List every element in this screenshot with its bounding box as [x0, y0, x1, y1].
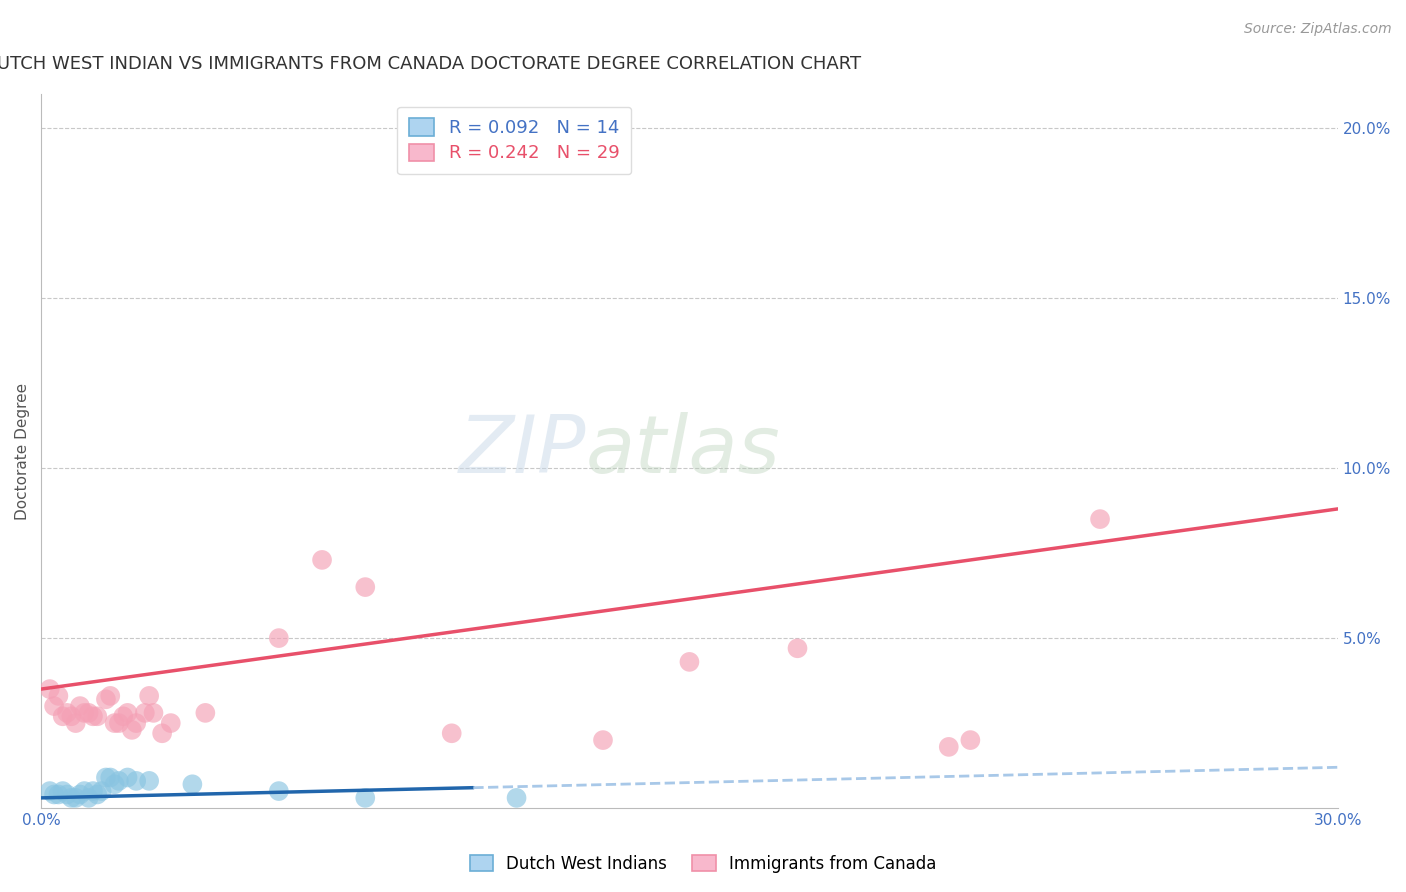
Point — [159, 716, 181, 731]
Point — [121, 723, 143, 737]
Point — [138, 689, 160, 703]
Point — [42, 788, 65, 802]
Point — [82, 784, 104, 798]
Point — [90, 784, 112, 798]
Point — [98, 689, 121, 703]
Point — [678, 655, 700, 669]
Point — [108, 773, 131, 788]
Point — [69, 788, 91, 802]
Point — [354, 790, 377, 805]
Point — [592, 733, 614, 747]
Point — [194, 706, 217, 720]
Point — [48, 689, 70, 703]
Point — [938, 739, 960, 754]
Point — [1088, 512, 1111, 526]
Text: Source: ZipAtlas.com: Source: ZipAtlas.com — [1244, 22, 1392, 37]
Point — [52, 709, 75, 723]
Point — [42, 699, 65, 714]
Point — [65, 716, 87, 731]
Point — [134, 706, 156, 720]
Point — [56, 706, 79, 720]
Point — [311, 553, 333, 567]
Point — [505, 790, 527, 805]
Point — [98, 771, 121, 785]
Point — [267, 631, 290, 645]
Point — [440, 726, 463, 740]
Point — [73, 784, 96, 798]
Point — [112, 709, 135, 723]
Point — [117, 706, 139, 720]
Point — [786, 641, 808, 656]
Point — [354, 580, 377, 594]
Point — [82, 709, 104, 723]
Point — [56, 788, 79, 802]
Text: atlas: atlas — [586, 412, 780, 490]
Point — [86, 788, 108, 802]
Point — [38, 784, 60, 798]
Point — [94, 692, 117, 706]
Point — [181, 777, 204, 791]
Point — [69, 699, 91, 714]
Point — [959, 733, 981, 747]
Point — [125, 716, 148, 731]
Point — [103, 716, 125, 731]
Point — [77, 706, 100, 720]
Point — [267, 784, 290, 798]
Point — [108, 716, 131, 731]
Point — [52, 784, 75, 798]
Point — [60, 790, 83, 805]
Point — [77, 790, 100, 805]
Point — [142, 706, 165, 720]
Text: ZIP: ZIP — [458, 412, 586, 490]
Point — [94, 771, 117, 785]
Text: DUTCH WEST INDIAN VS IMMIGRANTS FROM CANADA DOCTORATE DEGREE CORRELATION CHART: DUTCH WEST INDIAN VS IMMIGRANTS FROM CAN… — [0, 55, 860, 73]
Point — [38, 682, 60, 697]
Point — [150, 726, 173, 740]
Point — [60, 709, 83, 723]
Point — [117, 771, 139, 785]
Point — [138, 773, 160, 788]
Point — [86, 709, 108, 723]
Point — [103, 777, 125, 791]
Point — [65, 790, 87, 805]
Point — [48, 788, 70, 802]
Legend: Dutch West Indians, Immigrants from Canada: Dutch West Indians, Immigrants from Cana… — [463, 848, 943, 880]
Point — [73, 706, 96, 720]
Legend: R = 0.092   N = 14, R = 0.242   N = 29: R = 0.092 N = 14, R = 0.242 N = 29 — [398, 107, 631, 174]
Y-axis label: Doctorate Degree: Doctorate Degree — [15, 383, 30, 520]
Point — [125, 773, 148, 788]
